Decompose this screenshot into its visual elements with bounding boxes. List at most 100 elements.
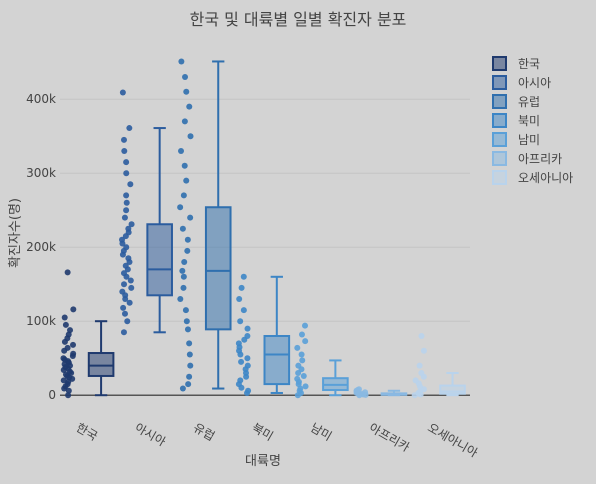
data-point — [183, 318, 190, 325]
data-point — [121, 148, 128, 154]
data-point — [121, 214, 128, 221]
data-point — [420, 347, 427, 354]
data-point — [181, 118, 188, 125]
data-point — [124, 318, 131, 325]
data-point — [236, 296, 243, 302]
data-point — [123, 244, 130, 251]
data-point — [355, 386, 362, 393]
x-tick-label: 오세아니아 — [425, 420, 480, 460]
legend-label: 아프리카 — [518, 152, 562, 166]
data-point — [362, 389, 369, 396]
x-tick-label: 유럽 — [191, 420, 217, 443]
data-point — [187, 214, 194, 221]
legend-label: 유럽 — [518, 95, 540, 109]
y-tick-label: 300k — [26, 166, 56, 180]
data-point — [61, 314, 68, 321]
x-tick-label: 남미 — [308, 420, 334, 443]
legend-label: 아시아 — [518, 76, 551, 90]
data-point — [298, 351, 305, 358]
legend-item-2[interactable]: 유럽 — [492, 94, 540, 109]
data-point — [235, 340, 242, 347]
data-point — [60, 377, 67, 384]
data-point — [186, 340, 193, 347]
legend-item-4[interactable]: 남미 — [492, 132, 540, 147]
data-point — [418, 333, 425, 339]
data-point — [245, 387, 252, 394]
box-group-2 — [177, 58, 232, 392]
data-point — [123, 170, 130, 177]
data-point — [119, 288, 126, 295]
box-group-0 — [60, 269, 115, 399]
y-axis-label: 확진자수(명) — [8, 198, 23, 268]
data-point — [122, 262, 129, 269]
data-point — [119, 89, 126, 96]
y-axis-ticks: 0 100k 200k 300k 400k — [26, 92, 56, 402]
data-point — [178, 148, 185, 154]
box-group-6 — [411, 333, 466, 399]
data-point — [121, 281, 128, 288]
data-point — [412, 377, 419, 384]
data-point — [65, 387, 72, 394]
box-group-5 — [353, 386, 408, 399]
data-point — [418, 370, 425, 376]
box-iqr — [204, 206, 232, 331]
data-point — [126, 125, 133, 132]
data-point — [177, 296, 184, 302]
legend-item-6[interactable]: 오세아니아 — [492, 170, 573, 185]
legend-item-3[interactable]: 북미 — [492, 113, 540, 128]
y-tick-label: 100k — [26, 314, 56, 328]
data-point — [121, 310, 128, 317]
data-point — [416, 362, 423, 369]
data-point — [244, 325, 251, 332]
x-tick-label: 북미 — [250, 420, 276, 443]
data-point — [238, 358, 245, 365]
data-point — [184, 326, 191, 333]
legend-item-0[interactable]: 한국 — [492, 56, 540, 71]
data-point — [127, 277, 134, 284]
box-iqr — [146, 223, 173, 297]
data-point — [302, 383, 309, 390]
data-point — [183, 88, 190, 95]
data-point — [67, 327, 74, 334]
data-point — [244, 355, 251, 362]
data-point — [120, 136, 127, 143]
data-point — [123, 207, 130, 214]
data-point — [180, 192, 187, 199]
data-point — [62, 321, 69, 328]
data-point — [180, 284, 187, 291]
box-iqr — [87, 352, 115, 377]
data-point — [123, 159, 130, 166]
x-tick-label: 아시아 — [132, 420, 168, 449]
data-point — [120, 304, 127, 311]
y-tick-label: 400k — [26, 92, 56, 106]
data-point — [184, 236, 191, 243]
data-point — [179, 385, 186, 392]
data-point — [181, 259, 188, 265]
data-point — [65, 392, 72, 399]
data-point — [123, 192, 130, 199]
data-point — [186, 351, 193, 358]
legend-item-1[interactable]: 아시아 — [492, 75, 551, 90]
data-point — [302, 322, 309, 329]
y-tick-label: 200k — [26, 240, 56, 254]
x-tick-label: 한국 — [74, 420, 100, 443]
legend-item-5[interactable]: 아프리카 — [492, 151, 562, 166]
data-point — [125, 225, 132, 232]
data-point — [187, 133, 194, 140]
box-group-3 — [235, 273, 291, 396]
data-point — [180, 273, 187, 280]
data-point — [240, 273, 247, 280]
data-point — [60, 355, 67, 362]
data-point — [127, 181, 134, 188]
data-point — [182, 74, 189, 80]
data-point — [186, 103, 193, 110]
data-point — [240, 307, 247, 314]
data-point — [178, 58, 185, 65]
data-point — [299, 357, 306, 364]
data-point — [294, 344, 301, 351]
data-point — [237, 377, 244, 384]
data-point — [179, 225, 186, 232]
legend-label: 북미 — [518, 114, 540, 128]
